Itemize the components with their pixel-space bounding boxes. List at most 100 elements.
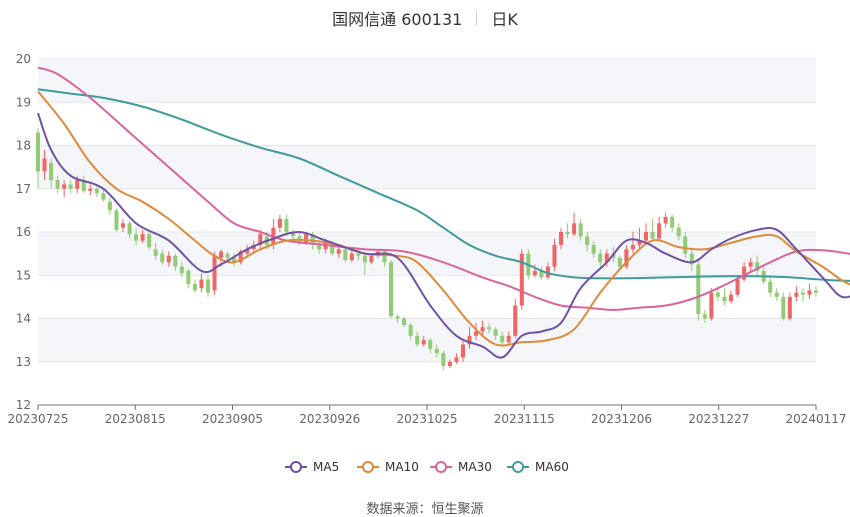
- y-tick-label: 16: [16, 225, 31, 239]
- candle-body: [643, 232, 649, 241]
- candle-body: [480, 327, 485, 332]
- x-tick-label: 20230905: [202, 412, 263, 426]
- candle-body: [598, 253, 603, 263]
- candle-body: [205, 279, 211, 293]
- candle-body: [88, 188, 93, 191]
- legend-label-ma5: MA5: [313, 460, 339, 474]
- candle-body: [552, 244, 557, 267]
- period-label: 日K: [491, 10, 518, 29]
- title-divider: [476, 11, 478, 25]
- candle-body: [343, 249, 348, 261]
- candle-body: [696, 264, 701, 315]
- candle-body: [572, 223, 577, 235]
- candle-body: [317, 244, 322, 250]
- candle-body: [428, 340, 433, 349]
- y-tick-label: 17: [16, 182, 31, 196]
- x-tick-label: 20230815: [105, 412, 166, 426]
- candle-body: [245, 249, 250, 254]
- candle-body: [604, 253, 609, 263]
- candle-body: [140, 234, 145, 241]
- candle-body: [336, 249, 341, 254]
- candle-body: [683, 236, 688, 254]
- candle-body: [323, 242, 328, 250]
- candle-body: [179, 266, 184, 274]
- legend-label-ma30: MA30: [458, 460, 492, 474]
- y-tick-label: 20: [16, 52, 31, 66]
- candle-body: [807, 290, 812, 295]
- candle-body: [382, 251, 387, 263]
- candle-body: [349, 253, 354, 261]
- candle-body: [68, 184, 73, 189]
- candle-body: [800, 292, 805, 295]
- candle-body: [460, 344, 465, 358]
- candle-body: [173, 255, 178, 267]
- candle-body: [709, 292, 714, 319]
- candle-body: [304, 234, 309, 243]
- candle-body: [715, 292, 720, 297]
- candle-body: [722, 296, 727, 302]
- candle-body: [75, 180, 80, 189]
- line-ma60: [37, 88, 850, 282]
- x-tick-label: 20230725: [7, 412, 68, 426]
- candle-body: [114, 210, 119, 230]
- x-tick-label: 20240117: [785, 412, 846, 426]
- chart-title: 国网信通 600131 日K: [0, 6, 850, 30]
- candle-body: [395, 316, 400, 319]
- candle-body: [186, 270, 191, 284]
- y-tick-label: 14: [16, 312, 31, 326]
- candle-body: [539, 270, 544, 278]
- candle-body: [421, 340, 426, 345]
- candle-body: [160, 253, 165, 263]
- candle-body: [506, 335, 511, 343]
- candle-body: [62, 184, 67, 189]
- candle-body: [49, 162, 54, 181]
- candle-body: [748, 262, 753, 267]
- candle-body: [238, 251, 243, 263]
- legend-marker-ma30: [435, 461, 447, 473]
- candle-body: [689, 253, 694, 265]
- candle-body: [330, 242, 335, 254]
- candle-body: [147, 234, 152, 248]
- x-axis: 20230725 20230815 20230905 20230926 20231025…: [7, 404, 847, 426]
- candle-body: [650, 232, 655, 239]
- candle-body: [258, 234, 263, 245]
- candle-body: [545, 266, 550, 278]
- line-ma5: [37, 112, 850, 359]
- legend-marker-ma5: [290, 461, 302, 473]
- candle-body: [166, 255, 171, 263]
- x-tick-label: 20230926: [299, 412, 360, 426]
- legend: MA5 MA10 MA30 MA60: [285, 460, 569, 474]
- candle-body: [81, 180, 86, 191]
- candle-body: [447, 361, 452, 367]
- candle-body: [369, 255, 374, 263]
- candle-body: [408, 324, 413, 336]
- x-tick-label: 20231227: [688, 412, 749, 426]
- candle-body: [127, 223, 132, 235]
- candle-body: [637, 240, 642, 245]
- candle-body: [389, 262, 394, 317]
- candle-body: [794, 292, 799, 297]
- ma-lines: [37, 66, 850, 359]
- candles: [35, 128, 819, 371]
- candle-body: [735, 279, 740, 295]
- candle-body: [676, 227, 681, 237]
- candle-body: [774, 292, 779, 297]
- candle-body: [617, 257, 622, 267]
- line-ma30: [37, 66, 850, 311]
- grid-band: [38, 59, 816, 103]
- candle-body: [585, 236, 590, 245]
- candle-body: [467, 335, 472, 345]
- candle-body: [728, 294, 734, 302]
- candle-body: [813, 290, 819, 293]
- x-tick-label: 20231115: [494, 412, 555, 426]
- stock-name: 国网信通 600131: [332, 10, 463, 29]
- legend-marker-ma10: [362, 461, 374, 473]
- grid-band: [38, 145, 816, 189]
- legend-label-ma10: MA10: [385, 460, 419, 474]
- candle-body: [35, 132, 41, 172]
- candle-body: [362, 255, 367, 263]
- candle-body: [670, 216, 675, 228]
- candle-body: [42, 158, 47, 172]
- data-source: 数据来源：恒生聚源: [366, 502, 484, 517]
